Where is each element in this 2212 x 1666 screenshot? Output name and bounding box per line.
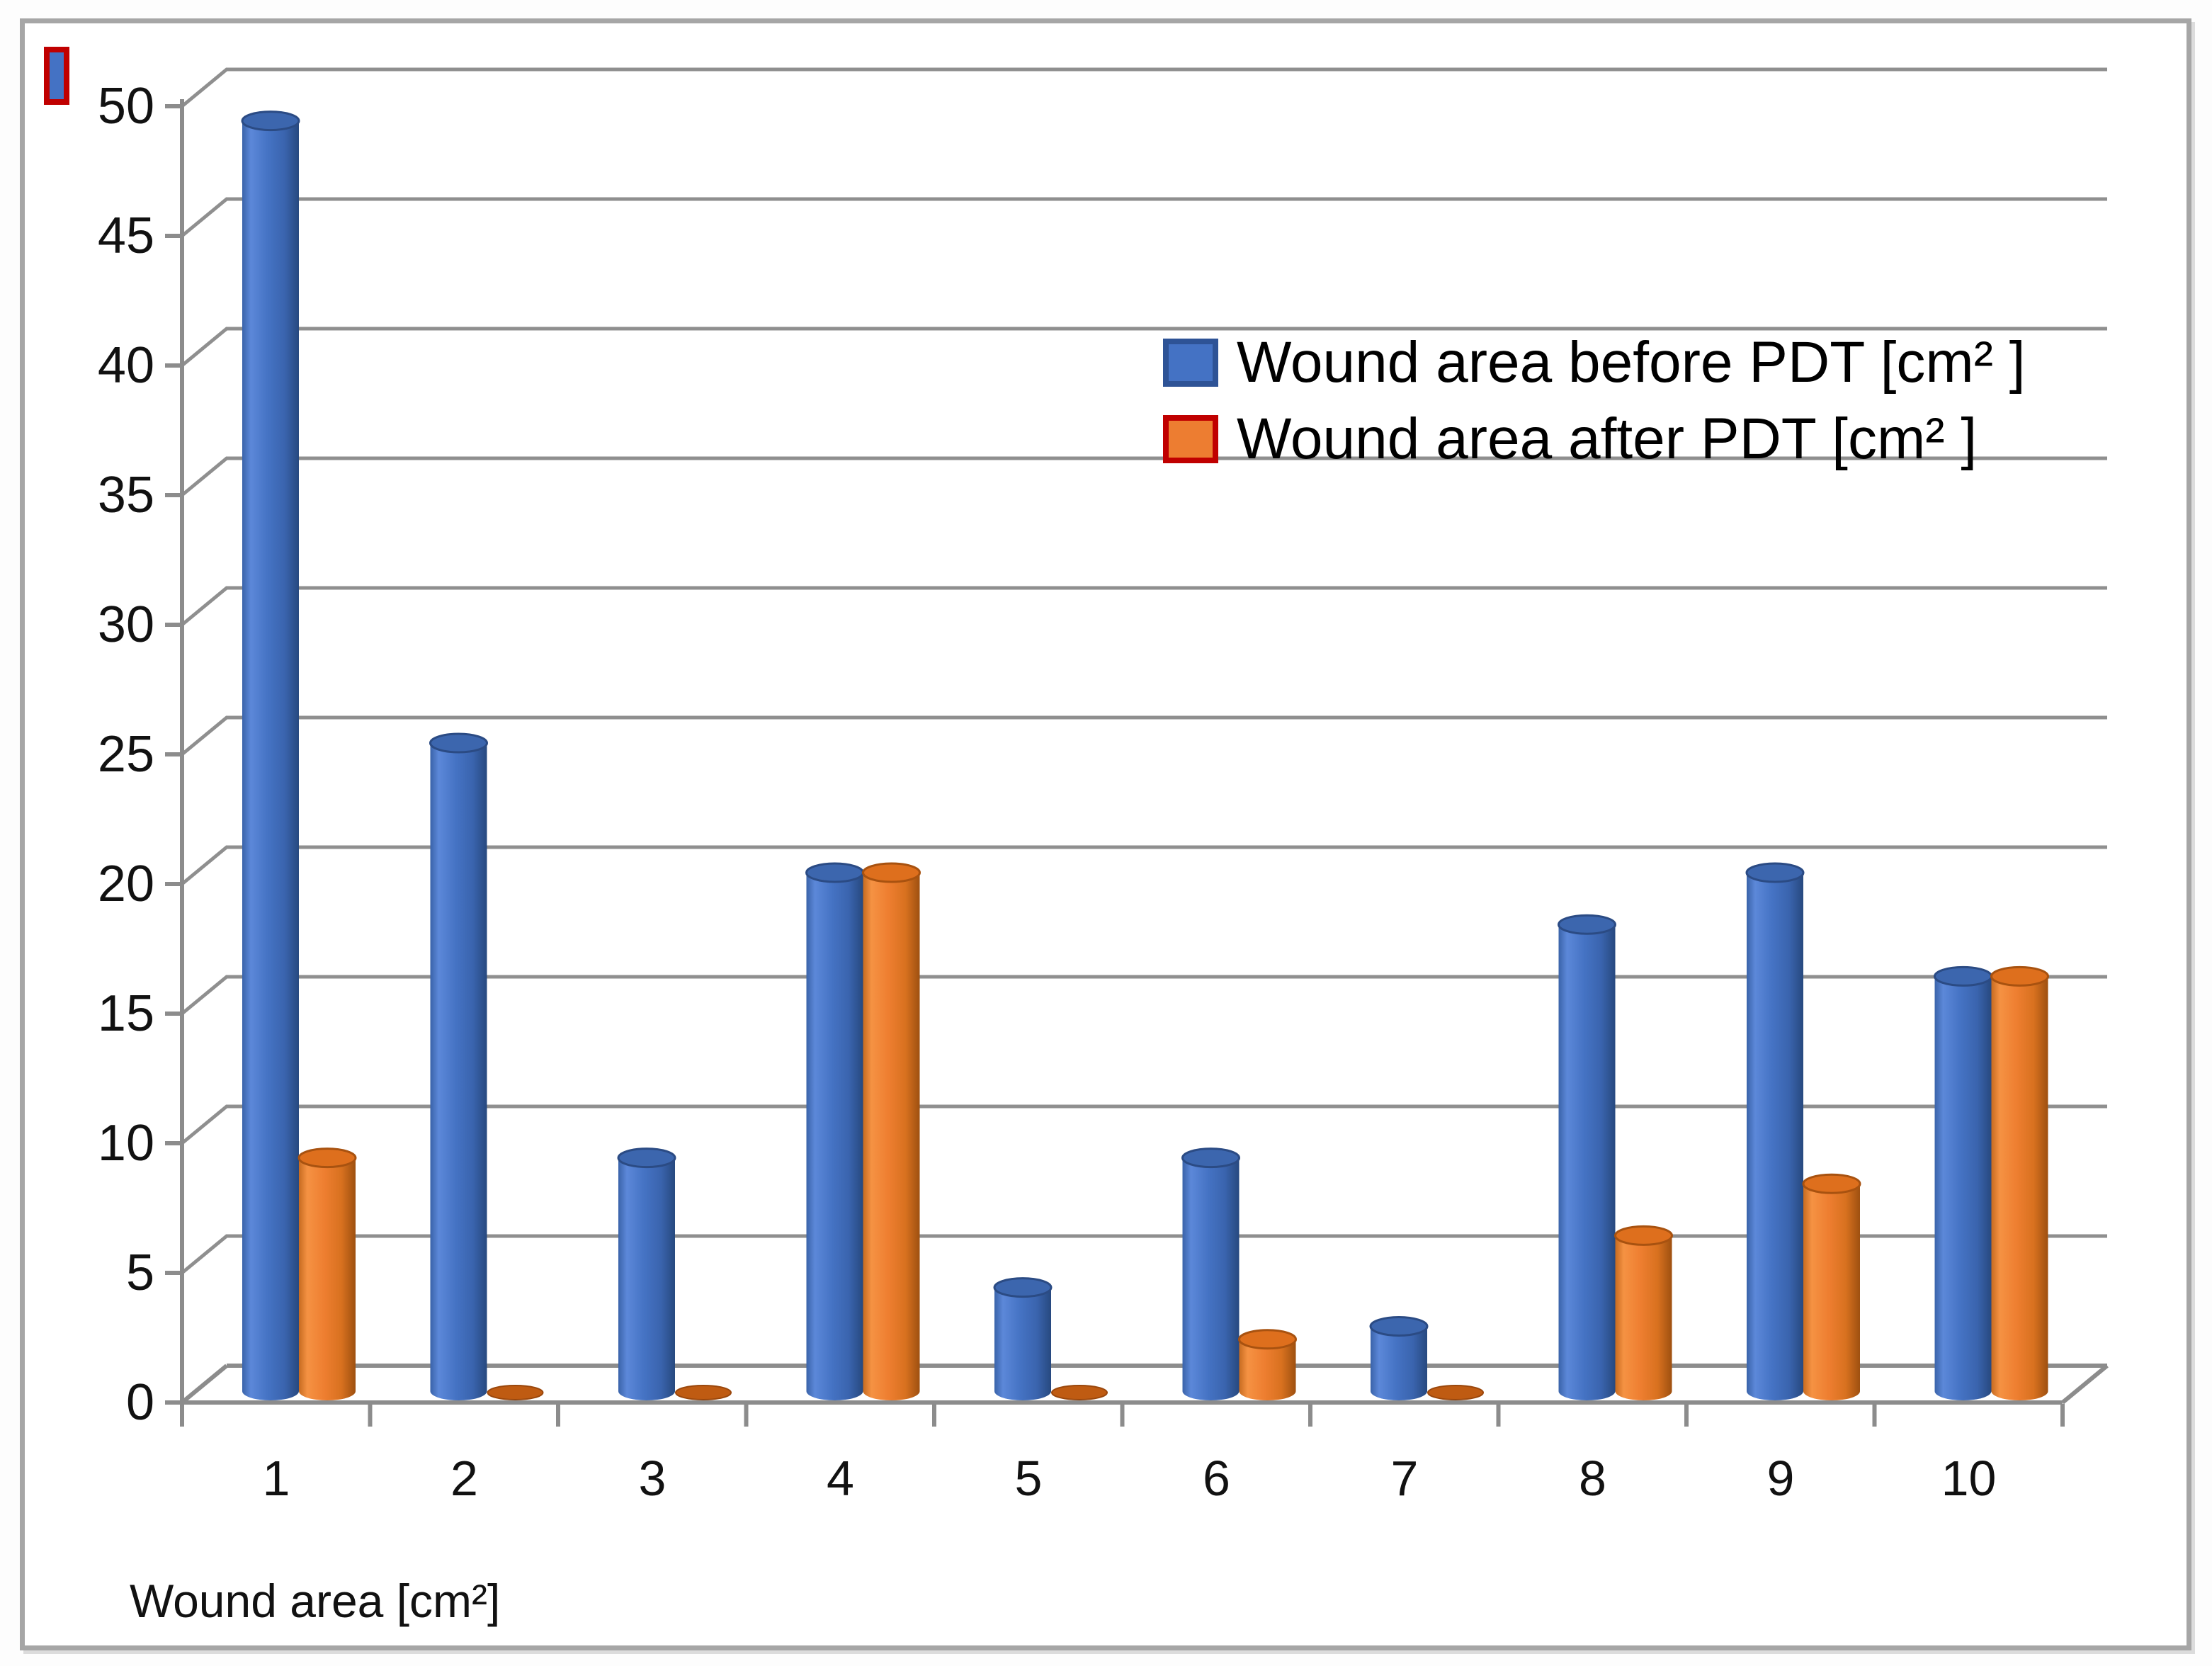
- legend-label-before: Wound area before PDT [cm² ]: [1237, 330, 2026, 395]
- flat-bar-after-cat3: [675, 1385, 732, 1400]
- x-category-label: 8: [1579, 1451, 1606, 1506]
- y-tick-label: 20: [97, 856, 154, 912]
- bar-before-cat6: [1181, 1148, 1240, 1400]
- x-category-label: 1: [262, 1451, 290, 1506]
- x-category-label: 3: [638, 1451, 667, 1506]
- y-tick-label: 15: [97, 985, 154, 1042]
- y-tick-label: 35: [97, 467, 154, 523]
- bar-before-cat2: [429, 732, 488, 1400]
- bar-before-cat4: [805, 862, 864, 1400]
- y-tick-label: 25: [97, 726, 154, 783]
- flat-bar-after-cat2: [487, 1385, 544, 1400]
- bar-before-cat9: [1745, 862, 1805, 1400]
- flat-bar-after-cat7: [1427, 1385, 1484, 1400]
- bar-before-cat10: [1934, 965, 1992, 1400]
- legend: Wound area before PDT [cm² ] Wound area …: [1163, 324, 2026, 477]
- bars: [241, 110, 2049, 1400]
- y-tick-label: 45: [97, 208, 154, 264]
- y-tick-label: 5: [125, 1245, 154, 1301]
- x-axis-title: Wound area [cm²]: [130, 1575, 501, 1627]
- bar-before-cat5: [993, 1277, 1053, 1400]
- bar-after-cat6: [1238, 1329, 1297, 1400]
- y-tick-label: 10: [97, 1115, 154, 1172]
- legend-key-artifact: [44, 47, 69, 105]
- bar-before-cat8: [1558, 914, 1616, 1400]
- y-tick-label: 40: [97, 337, 154, 394]
- legend-label-after: Wound area after PDT [cm² ]: [1237, 407, 1978, 471]
- gridlines: [181, 67, 2107, 1274]
- x-category-label: 7: [1390, 1451, 1419, 1506]
- x-category-label: 4: [827, 1451, 854, 1506]
- x-category-label: 6: [1203, 1451, 1230, 1506]
- x-category-label: 9: [1766, 1451, 1795, 1506]
- legend-swatch-before: [1163, 339, 1218, 387]
- bar-before-cat1: [241, 110, 300, 1400]
- bar-after-cat10: [1990, 965, 2049, 1400]
- axes: [165, 99, 2109, 1427]
- bar-before-cat7: [1369, 1316, 1429, 1400]
- bar-before-cat3: [617, 1148, 676, 1400]
- x-category-label: 2: [450, 1451, 478, 1506]
- bar-after-cat8: [1614, 1225, 1673, 1400]
- bar-after-cat1: [297, 1148, 357, 1400]
- y-tick-label: 30: [97, 596, 154, 653]
- y-tick-label: 50: [97, 78, 154, 135]
- y-tick-label: 0: [125, 1374, 154, 1431]
- x-category-label: 10: [1941, 1451, 1997, 1506]
- legend-item-after: Wound area after PDT [cm² ]: [1163, 401, 2026, 477]
- x-category-label: 5: [1014, 1451, 1043, 1506]
- bar-after-cat4: [862, 862, 921, 1400]
- legend-swatch-after: [1163, 415, 1218, 463]
- legend-item-before: Wound area before PDT [cm² ]: [1163, 324, 2026, 401]
- flat-bar-after-cat5: [1051, 1385, 1108, 1400]
- bar-after-cat9: [1802, 1173, 1861, 1400]
